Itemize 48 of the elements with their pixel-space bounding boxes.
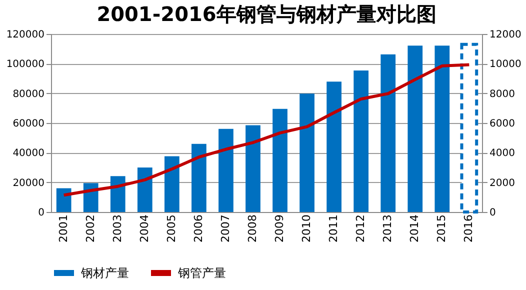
x-tick-label: 2015 [435,214,448,242]
y2-tick-label: 10000 [490,59,522,70]
x-tick-label: 2007 [218,214,232,242]
x-tick-label: 2014 [408,214,422,242]
y-tick-label: 20000 [12,178,44,189]
bar [326,82,342,212]
legend-label: 钢管产量 [177,266,226,280]
y2-tick-label: 2000 [490,178,515,189]
bar [408,46,423,212]
y-tick-label: 100000 [6,59,44,70]
y2-tick-label: 8000 [490,88,515,100]
x-tick-label: 2010 [300,214,314,242]
x-tick-label: 2001 [56,214,70,242]
bar [300,94,314,212]
y-tick-label: 40000 [12,148,44,160]
bar [354,70,369,212]
bar [246,125,260,212]
y2-tick-label: 0 [490,208,496,218]
x-tick-label: 2016 [462,214,476,242]
y2-tick-label: 4000 [490,148,515,160]
x-tick-label: 2004 [138,214,151,242]
x-tick-label: 2008 [246,214,259,242]
bar [110,176,126,212]
bar [56,188,72,212]
bar [434,46,450,212]
x-tick-label: 2012 [354,214,368,242]
bar [137,168,152,212]
legend-label: 钢材产量 [80,266,129,280]
bar [272,108,288,212]
y2-tick-label: 12000 [490,30,522,40]
x-tick-label: 2013 [381,214,394,242]
y-tick-label: 120000 [6,30,44,40]
x-tick-label: 2009 [273,214,286,242]
chart-title: 2001-2016年钢管与钢材产量对比图 [96,2,436,26]
y-tick-label: 0 [38,208,44,218]
x-tick-label: 2003 [110,214,124,242]
y-tick-label: 60000 [12,118,44,130]
bar [380,54,396,212]
bar [164,156,180,212]
y2-tick-label: 6000 [490,118,515,130]
y-tick-label: 80000 [12,88,44,100]
line-series [62,63,471,197]
x-tick-label: 2005 [164,214,178,242]
bar [218,128,234,212]
x-tick-label: 2006 [192,214,205,242]
bar [192,144,206,212]
x-tick-label: 2002 [84,214,97,242]
x-tick-label: 2011 [327,214,340,242]
